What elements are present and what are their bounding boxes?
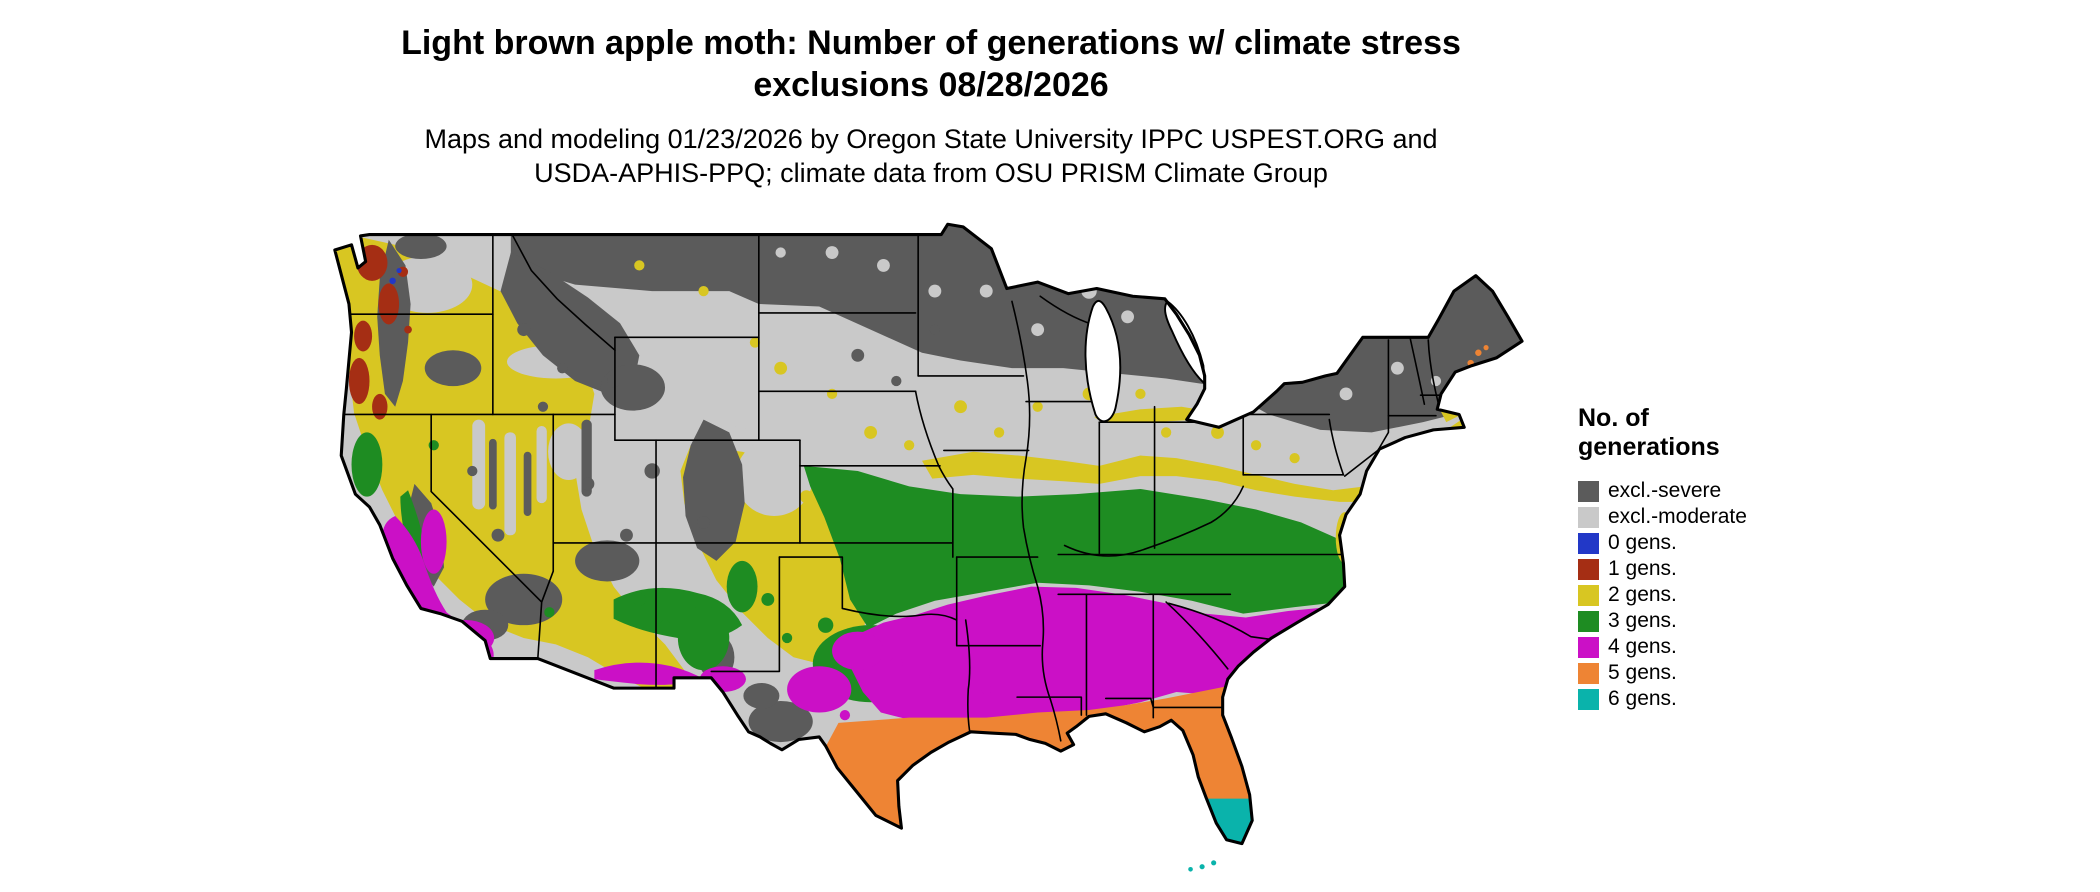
subtitle: Maps and modeling 01/23/2026 by Oregon S…: [0, 122, 1862, 190]
legend-item: 0 gens.: [1578, 530, 1838, 556]
legend-item: 4 gens.: [1578, 634, 1838, 660]
legend-swatch-excl-severe: [1578, 480, 1599, 502]
great-lakes: [1084, 299, 1206, 423]
title-line-2: exclusions 08/28/2026: [753, 66, 1109, 104]
legend-label: 0 gens.: [1608, 531, 1677, 554]
legend-label: 3 gens.: [1608, 609, 1677, 632]
subtitle-line-2: USDA-APHIS-PPQ; climate data from OSU PR…: [534, 158, 1328, 188]
legend-swatch-0-gens: [1578, 532, 1599, 554]
legend-title-line-2: generations: [1578, 433, 1720, 461]
legend-item: excl.-severe: [1578, 478, 1838, 504]
us-outline: [333, 222, 1524, 846]
legend-item: excl.-moderate: [1578, 504, 1838, 530]
legend-swatch-5-gens: [1578, 662, 1599, 684]
legend-label: 5 gens.: [1608, 661, 1677, 684]
legend-swatch-4-gens: [1578, 636, 1599, 658]
title-line-1: Light brown apple moth: Number of genera…: [401, 24, 1461, 62]
legend-label: 1 gens.: [1608, 557, 1677, 580]
legend-label: 2 gens.: [1608, 583, 1677, 606]
legend-label: excl.-moderate: [1608, 505, 1747, 528]
us-map-svg: [333, 222, 1524, 872]
florida-keys: [1188, 860, 1217, 872]
page-title: Light brown apple moth: Number of genera…: [0, 22, 1862, 106]
subtitle-line-1: Maps and modeling 01/23/2026 by Oregon S…: [424, 124, 1438, 154]
generation-zones: [334, 224, 1523, 844]
legend-swatch-excl-moderate: [1578, 506, 1599, 528]
legend-item: 5 gens.: [1578, 660, 1838, 686]
us-generations-map: [318, 214, 1526, 877]
legend-label: 6 gens.: [1608, 687, 1677, 710]
legend-item: 6 gens.: [1578, 686, 1838, 712]
legend-label: excl.-severe: [1608, 479, 1722, 502]
legend-items: excl.-severe excl.-moderate 0 gens. 1 ge…: [1578, 478, 1838, 712]
legend-item: 2 gens.: [1578, 582, 1838, 608]
legend-swatch-6-gens: [1578, 688, 1599, 710]
legend-item: 1 gens.: [1578, 556, 1838, 582]
legend: No. of generations excl.-severe excl.-mo…: [1578, 404, 1838, 712]
legend-item: 3 gens.: [1578, 608, 1838, 634]
legend-label: 4 gens.: [1608, 635, 1677, 658]
legend-swatch-1-gens: [1578, 558, 1599, 580]
legend-swatch-3-gens: [1578, 610, 1599, 632]
legend-title-line-1: No. of: [1578, 404, 1649, 432]
legend-swatch-2-gens: [1578, 584, 1599, 606]
state-borders: [340, 233, 1455, 742]
